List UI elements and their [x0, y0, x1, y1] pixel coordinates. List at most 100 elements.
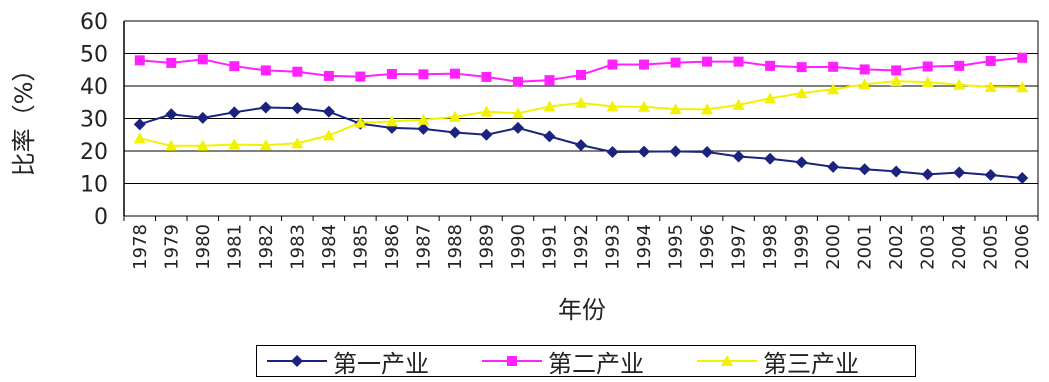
- series-1-point-1988: [448, 126, 461, 139]
- x-tick-label-1979: 1979: [161, 224, 182, 270]
- x-ticks: 1978 1979 1980 1981 1982 1983 1984 1985 1986 1987…: [123, 216, 1039, 270]
- series-3-point-1993: [606, 100, 619, 112]
- series-3-point-1986: [385, 115, 398, 127]
- series-3-point-1992: [575, 96, 587, 108]
- series-3-point-1985: [354, 116, 367, 128]
- legend-item-primary: 第一产业: [267, 348, 429, 378]
- series-1-point-1981: [228, 106, 241, 119]
- x-tick-label-1995: 1995: [666, 224, 687, 270]
- series-1-point-1993: [606, 145, 619, 158]
- x-tick-label-1990: 1990: [508, 224, 529, 270]
- series-1-point-1989: [480, 128, 493, 141]
- series-1-point-2000: [827, 160, 840, 173]
- x-tick-label-1984: 1984: [319, 224, 340, 270]
- series-2-point-2006: [1017, 52, 1028, 63]
- series-3-point-2000: [827, 83, 840, 95]
- x-tick-label-1983: 1983: [287, 224, 308, 270]
- y-tick-label-10: 10: [80, 173, 108, 198]
- series-2-point-1996: [702, 56, 713, 67]
- series-3-point-2005: [984, 80, 997, 92]
- x-tick-label-1996: 1996: [697, 224, 718, 270]
- series-2-point-1988: [449, 68, 460, 79]
- series-2-point-2003: [922, 61, 933, 72]
- x-tick-label-1993: 1993: [603, 224, 624, 270]
- x-tick-label-2002: 2002: [886, 224, 907, 270]
- series-3-point-2002: [890, 75, 903, 87]
- series-2-point-2000: [828, 61, 839, 72]
- series-3: [133, 75, 1029, 151]
- y-tick-label-0: 0: [94, 205, 108, 230]
- series-1-point-1982: [259, 101, 272, 114]
- x-tick-label-2006: 2006: [1012, 224, 1033, 270]
- series-1-point-1996: [701, 145, 714, 158]
- y-tick-label-20: 20: [80, 140, 108, 165]
- x-tick-label-1985: 1985: [350, 224, 371, 270]
- series-1-point-2004: [953, 166, 966, 179]
- y-ticks: 0 10 20 30 40 50 60: [80, 10, 108, 230]
- series-1-point-2005: [984, 169, 997, 182]
- series-1-point-1999: [795, 156, 808, 169]
- legend-label-tertiary: 第三产业: [763, 349, 859, 378]
- series-1-point-1990: [511, 121, 524, 134]
- legend-marker-diamond: [267, 355, 327, 367]
- y-axis-label: 比率（%）: [10, 58, 38, 177]
- y-tick-label-40: 40: [80, 75, 108, 100]
- series-3-point-2001: [858, 78, 871, 90]
- series-3-point-1990: [511, 107, 524, 119]
- legend-marker-square: [482, 356, 542, 366]
- series-1-point-1998: [764, 152, 777, 165]
- series-2-point-1986: [386, 68, 397, 79]
- series-2-point-1999: [796, 62, 807, 73]
- series-2-point-2005: [985, 55, 996, 66]
- series-1-point-2006: [1016, 171, 1029, 184]
- series-1-point-1995: [669, 145, 682, 158]
- series-3-point-2003: [921, 76, 934, 88]
- series-3-point-2006: [1016, 81, 1029, 93]
- series-3-point-1989: [480, 105, 493, 117]
- series-2-point-1984: [323, 70, 334, 81]
- x-tick-label-1980: 1980: [193, 224, 214, 270]
- x-tick-label-1994: 1994: [634, 224, 655, 270]
- series-2-point-1983: [292, 66, 303, 77]
- series-3-point-1994: [638, 100, 651, 112]
- series-3-point-1998: [764, 92, 777, 104]
- series-3-point-1999: [795, 87, 808, 99]
- series-3-point-1981: [228, 138, 241, 150]
- series-1-point-1987: [417, 122, 430, 135]
- series-2-point-1993: [607, 59, 618, 70]
- series-1-point-1984: [322, 105, 335, 118]
- series-1-point-1994: [638, 145, 651, 158]
- series-1-point-2001: [858, 163, 871, 176]
- series-1-point-1979: [165, 108, 178, 121]
- series-3-point-1980: [196, 139, 209, 151]
- series-3-point-1988: [448, 110, 461, 122]
- y-tick-label-50: 50: [80, 43, 108, 68]
- series-3-point-1979: [165, 139, 178, 151]
- x-tick-label-2000: 2000: [823, 224, 844, 270]
- series-2-point-1987: [418, 69, 429, 80]
- grid-layer: [123, 20, 1039, 217]
- legend-marker-triangle: [697, 355, 757, 366]
- series-1-point-2003: [921, 168, 934, 181]
- series-2-point-1994: [639, 59, 650, 70]
- series-1-point-1980: [196, 111, 209, 124]
- series-2-point-1985: [355, 71, 366, 82]
- series-layer: [133, 52, 1029, 184]
- series-2-point-1998: [765, 60, 776, 71]
- x-tick-label-2001: 2001: [855, 224, 876, 270]
- y-tick-label-30: 30: [80, 108, 108, 133]
- series-3-point-1983: [291, 137, 304, 149]
- series-2-point-1982: [260, 65, 271, 76]
- legend: 第一产业 第二产业 第三产业: [256, 345, 916, 378]
- series-2-point-1981: [229, 61, 240, 72]
- x-tick-label-1989: 1989: [476, 224, 497, 270]
- series-3-point-1978: [133, 132, 146, 144]
- x-tick-label-1992: 1992: [571, 224, 592, 270]
- series-2: [134, 52, 1028, 87]
- series-2-point-1978: [134, 55, 145, 66]
- series-3-point-1997: [732, 98, 745, 110]
- x-tick-label-1982: 1982: [256, 224, 277, 270]
- series-3-point-1991: [543, 100, 556, 112]
- series-1-point-1991: [543, 130, 556, 143]
